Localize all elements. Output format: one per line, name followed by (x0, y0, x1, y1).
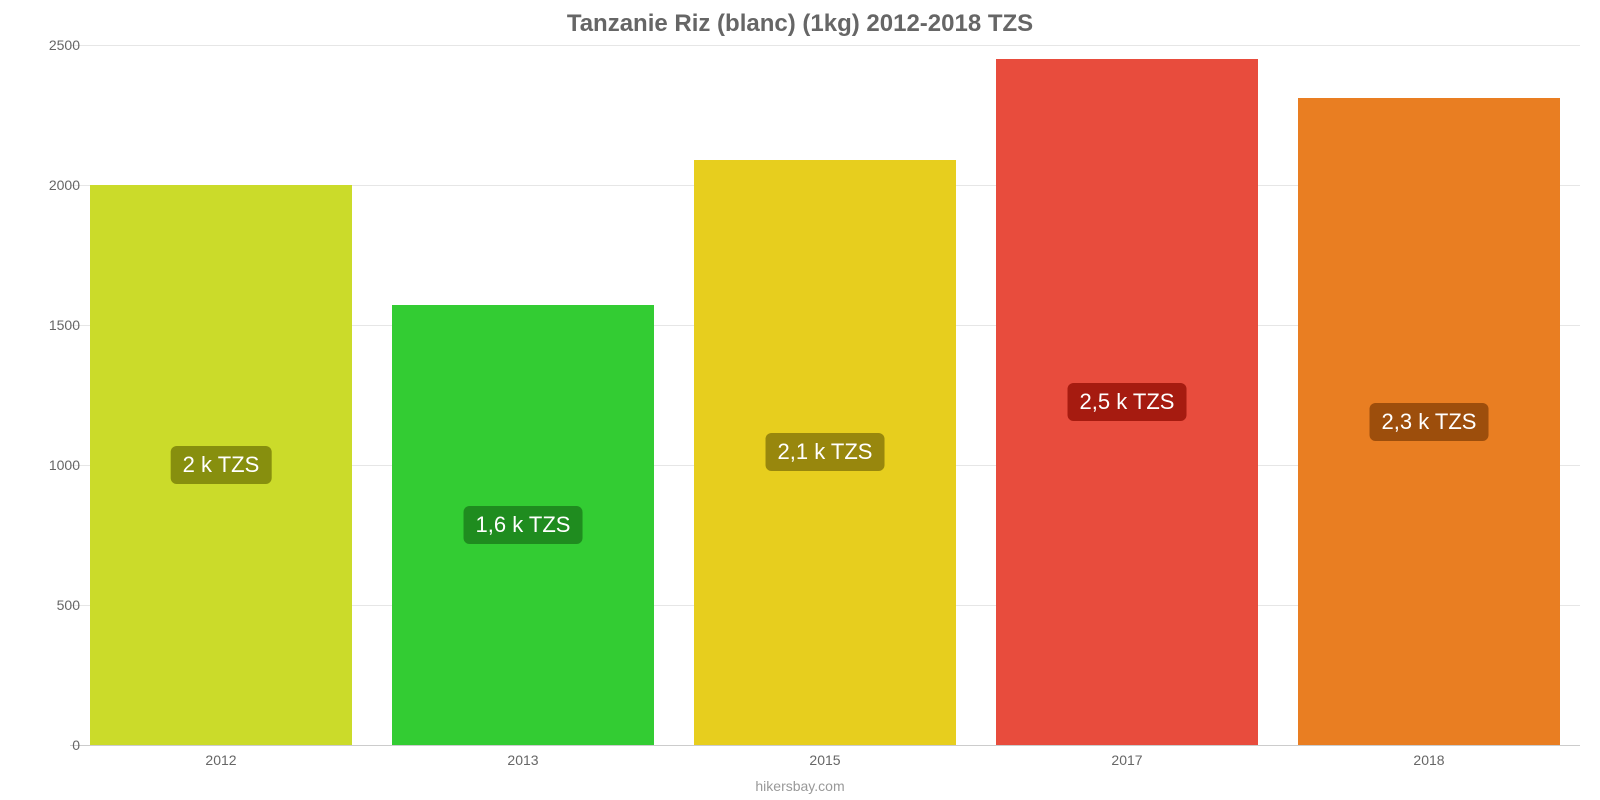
bar-value-label: 2 k TZS (171, 446, 272, 484)
bar: 2,5 k TZS (996, 59, 1259, 745)
y-tick-label: 1000 (49, 457, 80, 473)
bar-value-label: 2,3 k TZS (1370, 403, 1489, 441)
chart-container: Tanzanie Riz (blanc) (1kg) 2012-2018 TZS… (0, 0, 1600, 800)
bar: 2 k TZS (90, 185, 353, 745)
x-tick-label: 2015 (809, 752, 840, 768)
bar: 2,1 k TZS (694, 160, 957, 745)
x-tick-label: 2012 (205, 752, 236, 768)
y-tick-label: 0 (72, 737, 80, 753)
chart-footer: hikersbay.com (0, 778, 1600, 794)
plot-area: 2 k TZS 1,6 k TZS 2,1 k TZS 2,5 k TZS 2,3 k … (70, 45, 1580, 745)
y-tick-label: 1500 (49, 317, 80, 333)
x-tick-label: 2013 (507, 752, 538, 768)
x-tick-label: 2017 (1111, 752, 1142, 768)
y-tick-label: 2500 (49, 37, 80, 53)
baseline (70, 745, 1580, 746)
bar: 2,3 k TZS (1298, 98, 1561, 745)
bar-value-label: 2,5 k TZS (1068, 383, 1187, 421)
x-tick-label: 2018 (1413, 752, 1444, 768)
bar: 1,6 k TZS (392, 305, 655, 745)
y-tick-label: 500 (57, 597, 80, 613)
bar-value-label: 1,6 k TZS (464, 506, 583, 544)
gridline (70, 45, 1580, 46)
chart-title: Tanzanie Riz (blanc) (1kg) 2012-2018 TZS (0, 10, 1600, 38)
bar-value-label: 2,1 k TZS (766, 433, 885, 471)
y-tick-label: 2000 (49, 177, 80, 193)
